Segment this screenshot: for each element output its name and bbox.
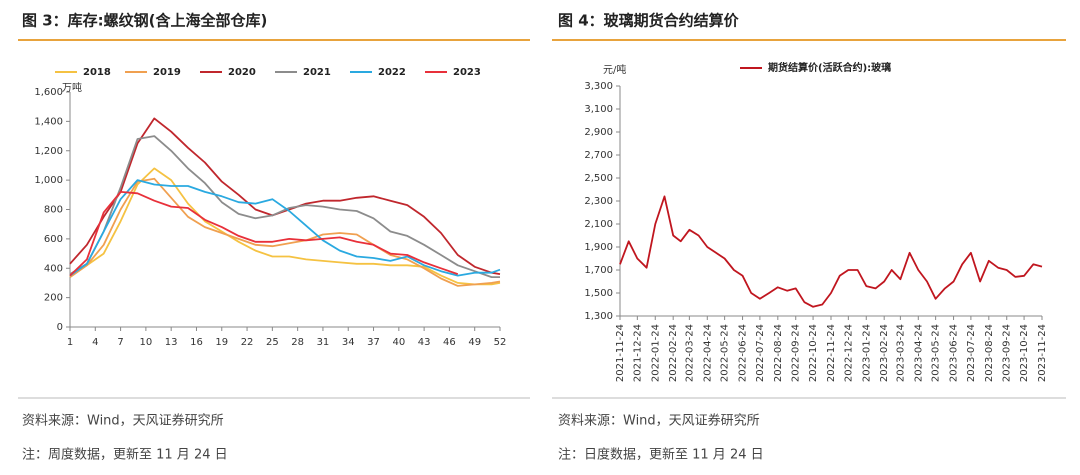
x-tick-label: 37 [367,337,380,348]
chart-title: 图 3：库存:螺纹钢(含上海全部仓库) [22,12,267,30]
y-tick-label: 800 [44,205,63,216]
note: 注：周度数据，更新至 11 月 24 日 [22,447,228,463]
x-tick-label: 1 [67,337,73,348]
x-tick-label: 2023-10-24 [1019,324,1030,382]
x-tick-label: 2022-02-24 [668,324,679,382]
x-tick-label: 2022-06-24 [738,324,749,382]
x-tick-label: 19 [215,337,228,348]
legend-label: 2021 [303,67,331,78]
y-tick-label: 1,900 [584,242,613,253]
source: 资料来源：Wind，天风证券研究所 [22,413,224,429]
x-tick-label: 22 [241,337,254,348]
x-tick-label: 2022-08-24 [773,324,784,382]
legend-label: 期货结算价(活跃合约):玻璃 [768,61,891,74]
legend-label: 2018 [83,67,111,78]
y-tick-label: 1,000 [34,175,63,186]
y-tick-label: 3,300 [584,81,613,92]
x-tick-label: 34 [342,337,355,348]
x-tick-label: 13 [165,337,178,348]
x-tick-label: 2022-09-24 [791,324,802,382]
x-tick-label: 16 [190,337,203,348]
x-tick-label: 2023-07-24 [966,324,977,382]
x-tick-label: 2023-04-24 [913,324,924,382]
series-line [69,167,501,286]
series-line [69,117,501,275]
series-line [619,195,1043,308]
x-tick-label: 2022-07-24 [755,324,766,382]
x-tick-label: 2023-09-24 [1002,324,1013,382]
x-tick-label: 2023-02-24 [879,324,890,382]
x-tick-label: 7 [117,337,123,348]
x-tick-label: 40 [392,337,405,348]
y-axis-label: 元/吨 [603,63,626,76]
legend-label: 2022 [378,67,406,78]
x-tick-label: 2023-03-24 [895,324,906,382]
y-tick-label: 400 [44,263,63,274]
legend-label: 2019 [153,67,181,78]
x-tick-label: 10 [140,337,153,348]
series-line [69,177,501,287]
x-tick-label: 4 [92,337,98,348]
y-tick-label: 2,100 [584,219,613,230]
y-tick-label: 1,600 [34,87,63,98]
x-tick-label: 2022-01-24 [650,324,661,382]
y-tick-label: 2,900 [584,127,613,138]
x-tick-label: 2023-05-24 [931,324,942,382]
x-tick-label: 2021-11-24 [615,324,626,382]
y-tick-label: 2,300 [584,196,613,207]
x-tick-label: 2022-03-24 [684,324,695,382]
y-tick-label: 1,300 [584,311,613,322]
x-tick-label: 2022-12-24 [843,324,854,382]
series-line [69,135,500,278]
y-tick-label: 3,100 [584,104,613,115]
series-line [69,179,501,277]
y-tick-label: 1,200 [34,146,63,157]
note: 注：日度数据，更新至 11 月 24 日 [558,447,764,463]
y-tick-label: 1,700 [584,265,613,276]
x-tick-label: 2022-04-24 [702,324,713,382]
y-tick-label: 1,400 [34,116,63,127]
x-tick-label: 31 [317,337,330,348]
series-line [69,191,459,277]
x-tick-label: 2022-11-24 [826,324,837,382]
legend-label: 2023 [453,67,481,78]
x-tick-label: 46 [443,337,456,348]
x-tick-label: 52 [494,337,507,348]
chart-title: 图 4：玻璃期货合约结算价 [558,12,740,30]
x-tick-label: 49 [468,337,481,348]
y-tick-label: 0 [57,322,63,333]
x-tick-label: 2023-06-24 [949,324,960,382]
y-tick-label: 200 [44,293,63,304]
x-tick-label: 2023-08-24 [984,324,995,382]
legend-label: 2020 [228,67,256,78]
y-tick-label: 2,500 [584,173,613,184]
x-tick-label: 43 [418,337,431,348]
y-tick-label: 2,700 [584,150,613,161]
y-tick-label: 1,500 [584,288,613,299]
x-tick-label: 2022-10-24 [808,324,819,382]
x-tick-label: 2023-11-24 [1037,324,1048,382]
source: 资料来源：Wind，天风证券研究所 [558,413,760,429]
x-tick-label: 25 [266,337,279,348]
x-tick-label: 2023-01-24 [861,324,872,382]
y-tick-label: 600 [44,234,63,245]
x-tick-label: 2021-12-24 [632,324,643,382]
y-axis-label: 万吨 [62,81,82,94]
x-tick-label: 28 [291,337,304,348]
x-tick-label: 2022-05-24 [720,324,731,382]
